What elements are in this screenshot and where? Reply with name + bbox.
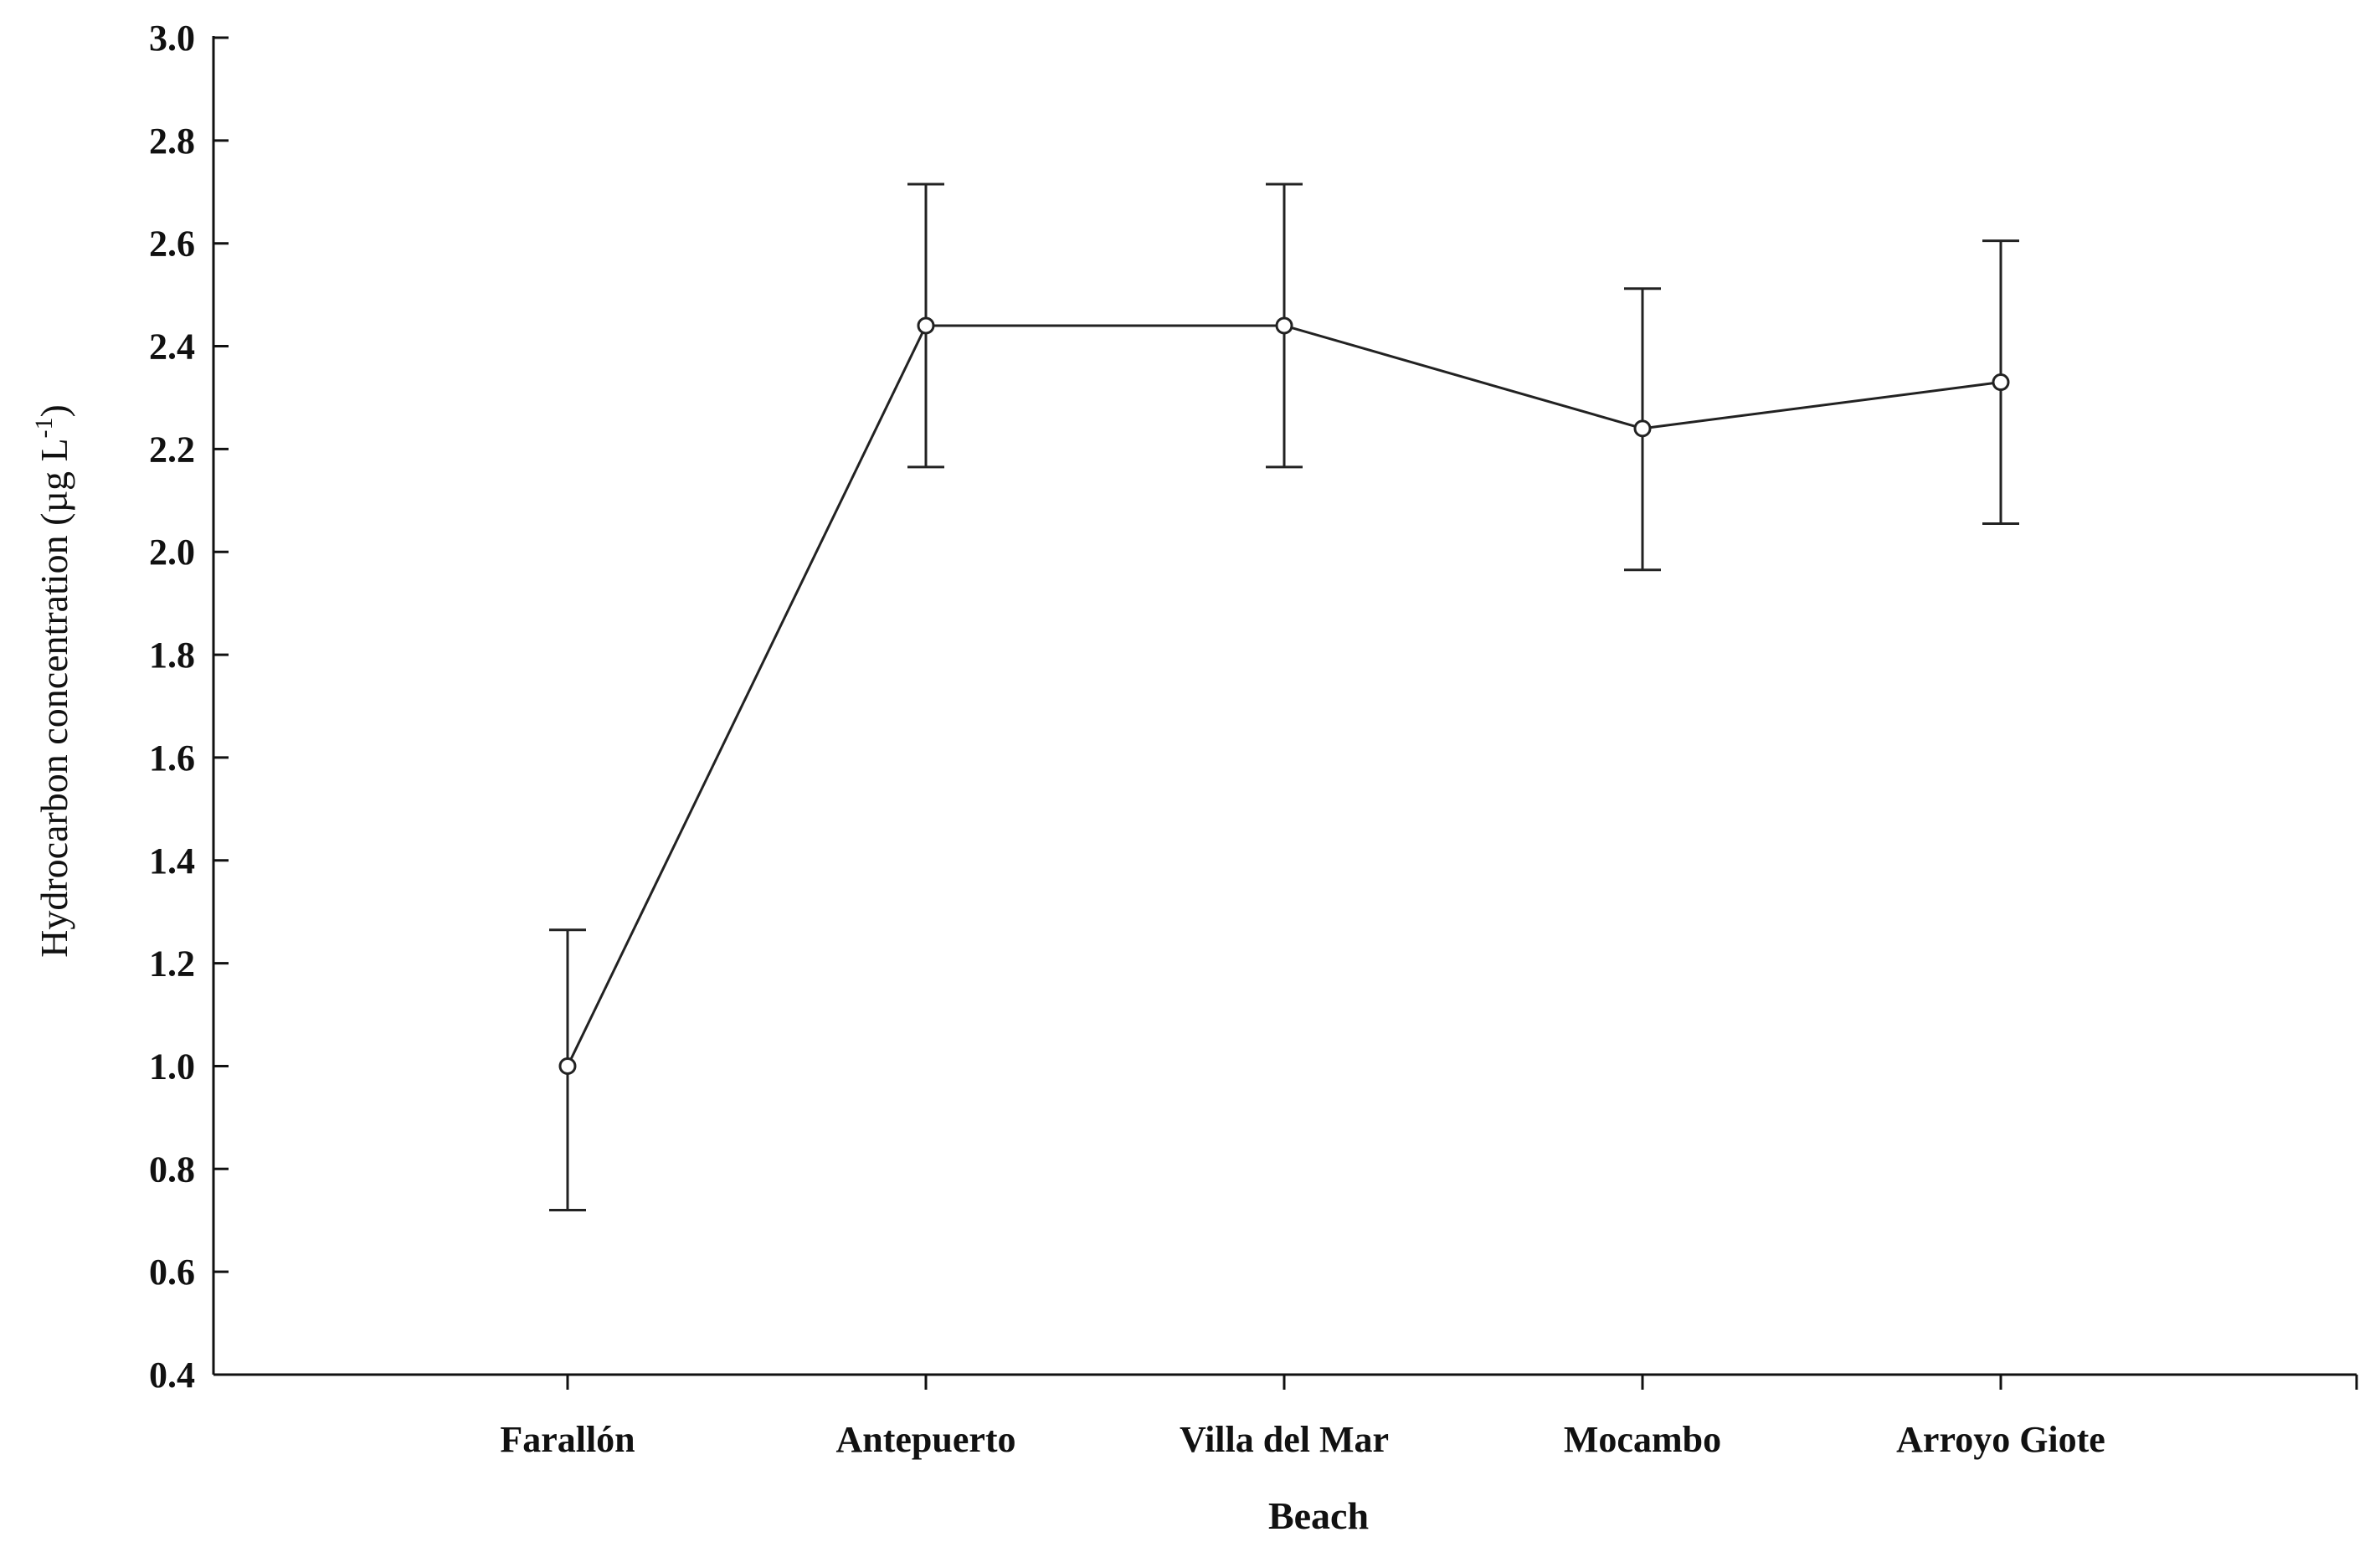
labels-layer: 0.4 0.6 0.8 1.0 1.2 1.4 1.6 1.8 2.0 2.2 2.4 2.6 2.8 3… [30,18,2105,1537]
y-tick-label: 3.0 [149,18,195,59]
data-point [1992,373,2010,392]
y-tick-label: 0.6 [149,1252,195,1293]
x-tick-label: Arroyo Giote [1896,1419,2105,1460]
x-axis-title: Beach [1268,1494,1369,1537]
data-point [917,316,935,335]
y-axis-title-close: ) [33,404,75,417]
y-tick-label: 1.8 [149,635,195,676]
y-tick-label: 1.0 [149,1046,195,1087]
y-axis-title-main: Hydrocarbon concentration (µg L [33,438,75,957]
x-tick-label: Mocambo [1564,1419,1721,1460]
y-tick-label: 2.6 [149,224,195,265]
y-tick-label: 0.8 [149,1149,195,1190]
y-tick-label: 2.0 [149,532,195,573]
y-tick-label: 0.4 [149,1355,195,1396]
x-tick-label: Antepuerto [835,1419,1015,1460]
data-layer [549,183,2019,1211]
data-point [558,1056,577,1075]
x-tick-label: Villa del Mar [1180,1419,1389,1460]
y-axis-title-superscript: -1 [30,417,58,438]
x-tick-label: Farallón [500,1419,635,1460]
data-point [1275,316,1293,335]
y-axis-title: Hydrocarbon concentration (µg L-1) [30,404,75,958]
y-tick-label: 2.2 [149,429,195,470]
y-tick-label: 1.4 [149,841,195,882]
y-tick-label: 2.8 [149,121,195,162]
axes-layer [212,36,2358,1390]
y-tick-label: 2.4 [149,326,195,368]
data-point [1633,419,1652,438]
y-tick-label: 1.2 [149,943,195,984]
y-tick-label: 1.6 [149,738,195,779]
